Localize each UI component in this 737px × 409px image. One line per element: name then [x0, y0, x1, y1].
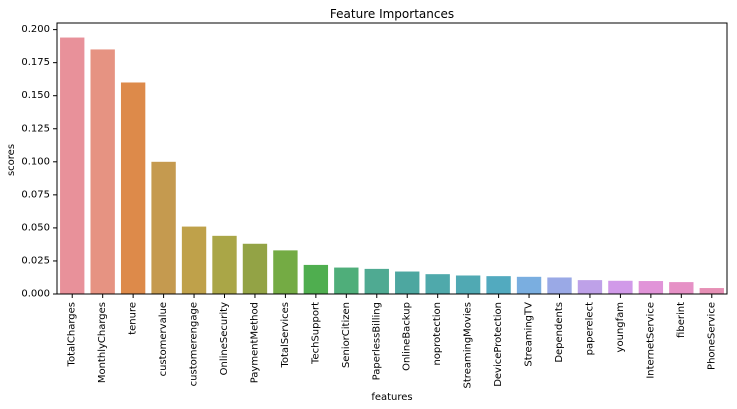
- bar-OnlineBackup: [395, 271, 420, 294]
- y-tick-label: 0.050: [21, 222, 50, 233]
- y-tick-label: 0.125: [21, 123, 50, 134]
- x-tick-label: PaymentMethod: [249, 302, 260, 383]
- y-tick-label: 0.000: [21, 289, 50, 300]
- bar-noprotection: [425, 274, 450, 294]
- bar-MonthlyCharges: [90, 49, 115, 294]
- bar-StreamingMovies: [455, 275, 481, 294]
- bar-DeviceProtection: [486, 276, 511, 294]
- y-tick-label: 0.075: [21, 189, 50, 200]
- x-tick-label: fiberint: [676, 302, 687, 338]
- bars-group: [60, 37, 724, 294]
- y-axis-label: scores: [6, 144, 17, 176]
- bar-fiberint: [669, 282, 694, 294]
- plot-frame: [56, 22, 728, 295]
- x-tick-label: TotalCharges: [67, 302, 78, 367]
- x-tick-label: SeniorCitizen: [341, 302, 352, 368]
- x-tick-label: OnlineSecurity: [219, 302, 230, 375]
- x-tick-label: youngfam: [615, 302, 626, 352]
- x-tick-label: TechSupport: [310, 302, 321, 365]
- bar-youngfam: [608, 280, 633, 294]
- x-tick-label: OnlineBackup: [402, 302, 413, 371]
- x-tick-label: StreamingMovies: [463, 302, 474, 388]
- x-tick-label: Dependents: [554, 302, 565, 363]
- x-tick-label: tenure: [128, 302, 139, 335]
- x-tick-label: DeviceProtection: [493, 302, 504, 387]
- x-tick-label: TotalServices: [280, 302, 291, 369]
- x-tick-label: customerengage: [189, 302, 200, 386]
- x-tick-label: paperelect: [584, 302, 595, 355]
- bar-TotalServices: [273, 250, 298, 294]
- y-tick-label: 0.150: [21, 90, 50, 101]
- bar-PhoneService: [699, 288, 724, 294]
- bar-customerengage: [181, 226, 207, 294]
- bar-PaperlessBilling: [364, 268, 389, 294]
- bar-Dependents: [547, 277, 572, 294]
- bar-TotalCharges: [60, 37, 85, 294]
- bar-StreamingTV: [516, 276, 542, 294]
- x-axis-label: features: [371, 392, 412, 403]
- y-tick-label: 0.200: [21, 24, 50, 35]
- bar-SeniorCitizen: [334, 267, 359, 294]
- x-tick-label: MonthlyCharges: [97, 302, 108, 383]
- y-tick-label: 0.025: [21, 255, 50, 266]
- x-tick-label: StreamingTV: [524, 302, 535, 367]
- bar-paperelect: [577, 280, 603, 294]
- bar-OnlineSecurity: [212, 235, 237, 294]
- y-tick-label: 0.175: [21, 57, 50, 68]
- bar-tenure: [120, 82, 146, 294]
- x-tick-label: customervalue: [158, 302, 169, 376]
- chart-title: Feature Importances: [330, 7, 454, 21]
- bar-PaymentMethod: [242, 243, 268, 294]
- x-tick-label: InternetService: [645, 302, 656, 379]
- bar-TechSupport: [303, 264, 329, 294]
- bar-InternetService: [638, 281, 664, 294]
- y-ticks-group: 0.000 0.025 0.050 0.075 0.100 0.125 0.150 0.175…: [21, 24, 57, 300]
- x-tick-label: noprotection: [432, 302, 443, 366]
- bar-customervalue: [151, 161, 176, 294]
- x-ticks-group: TotalCharges MonthlyCharges tenure customer…: [67, 294, 717, 388]
- y-tick-label: 0.100: [21, 156, 50, 167]
- x-tick-label: PhoneService: [706, 302, 717, 370]
- x-tick-label: PaperlessBilling: [371, 302, 382, 380]
